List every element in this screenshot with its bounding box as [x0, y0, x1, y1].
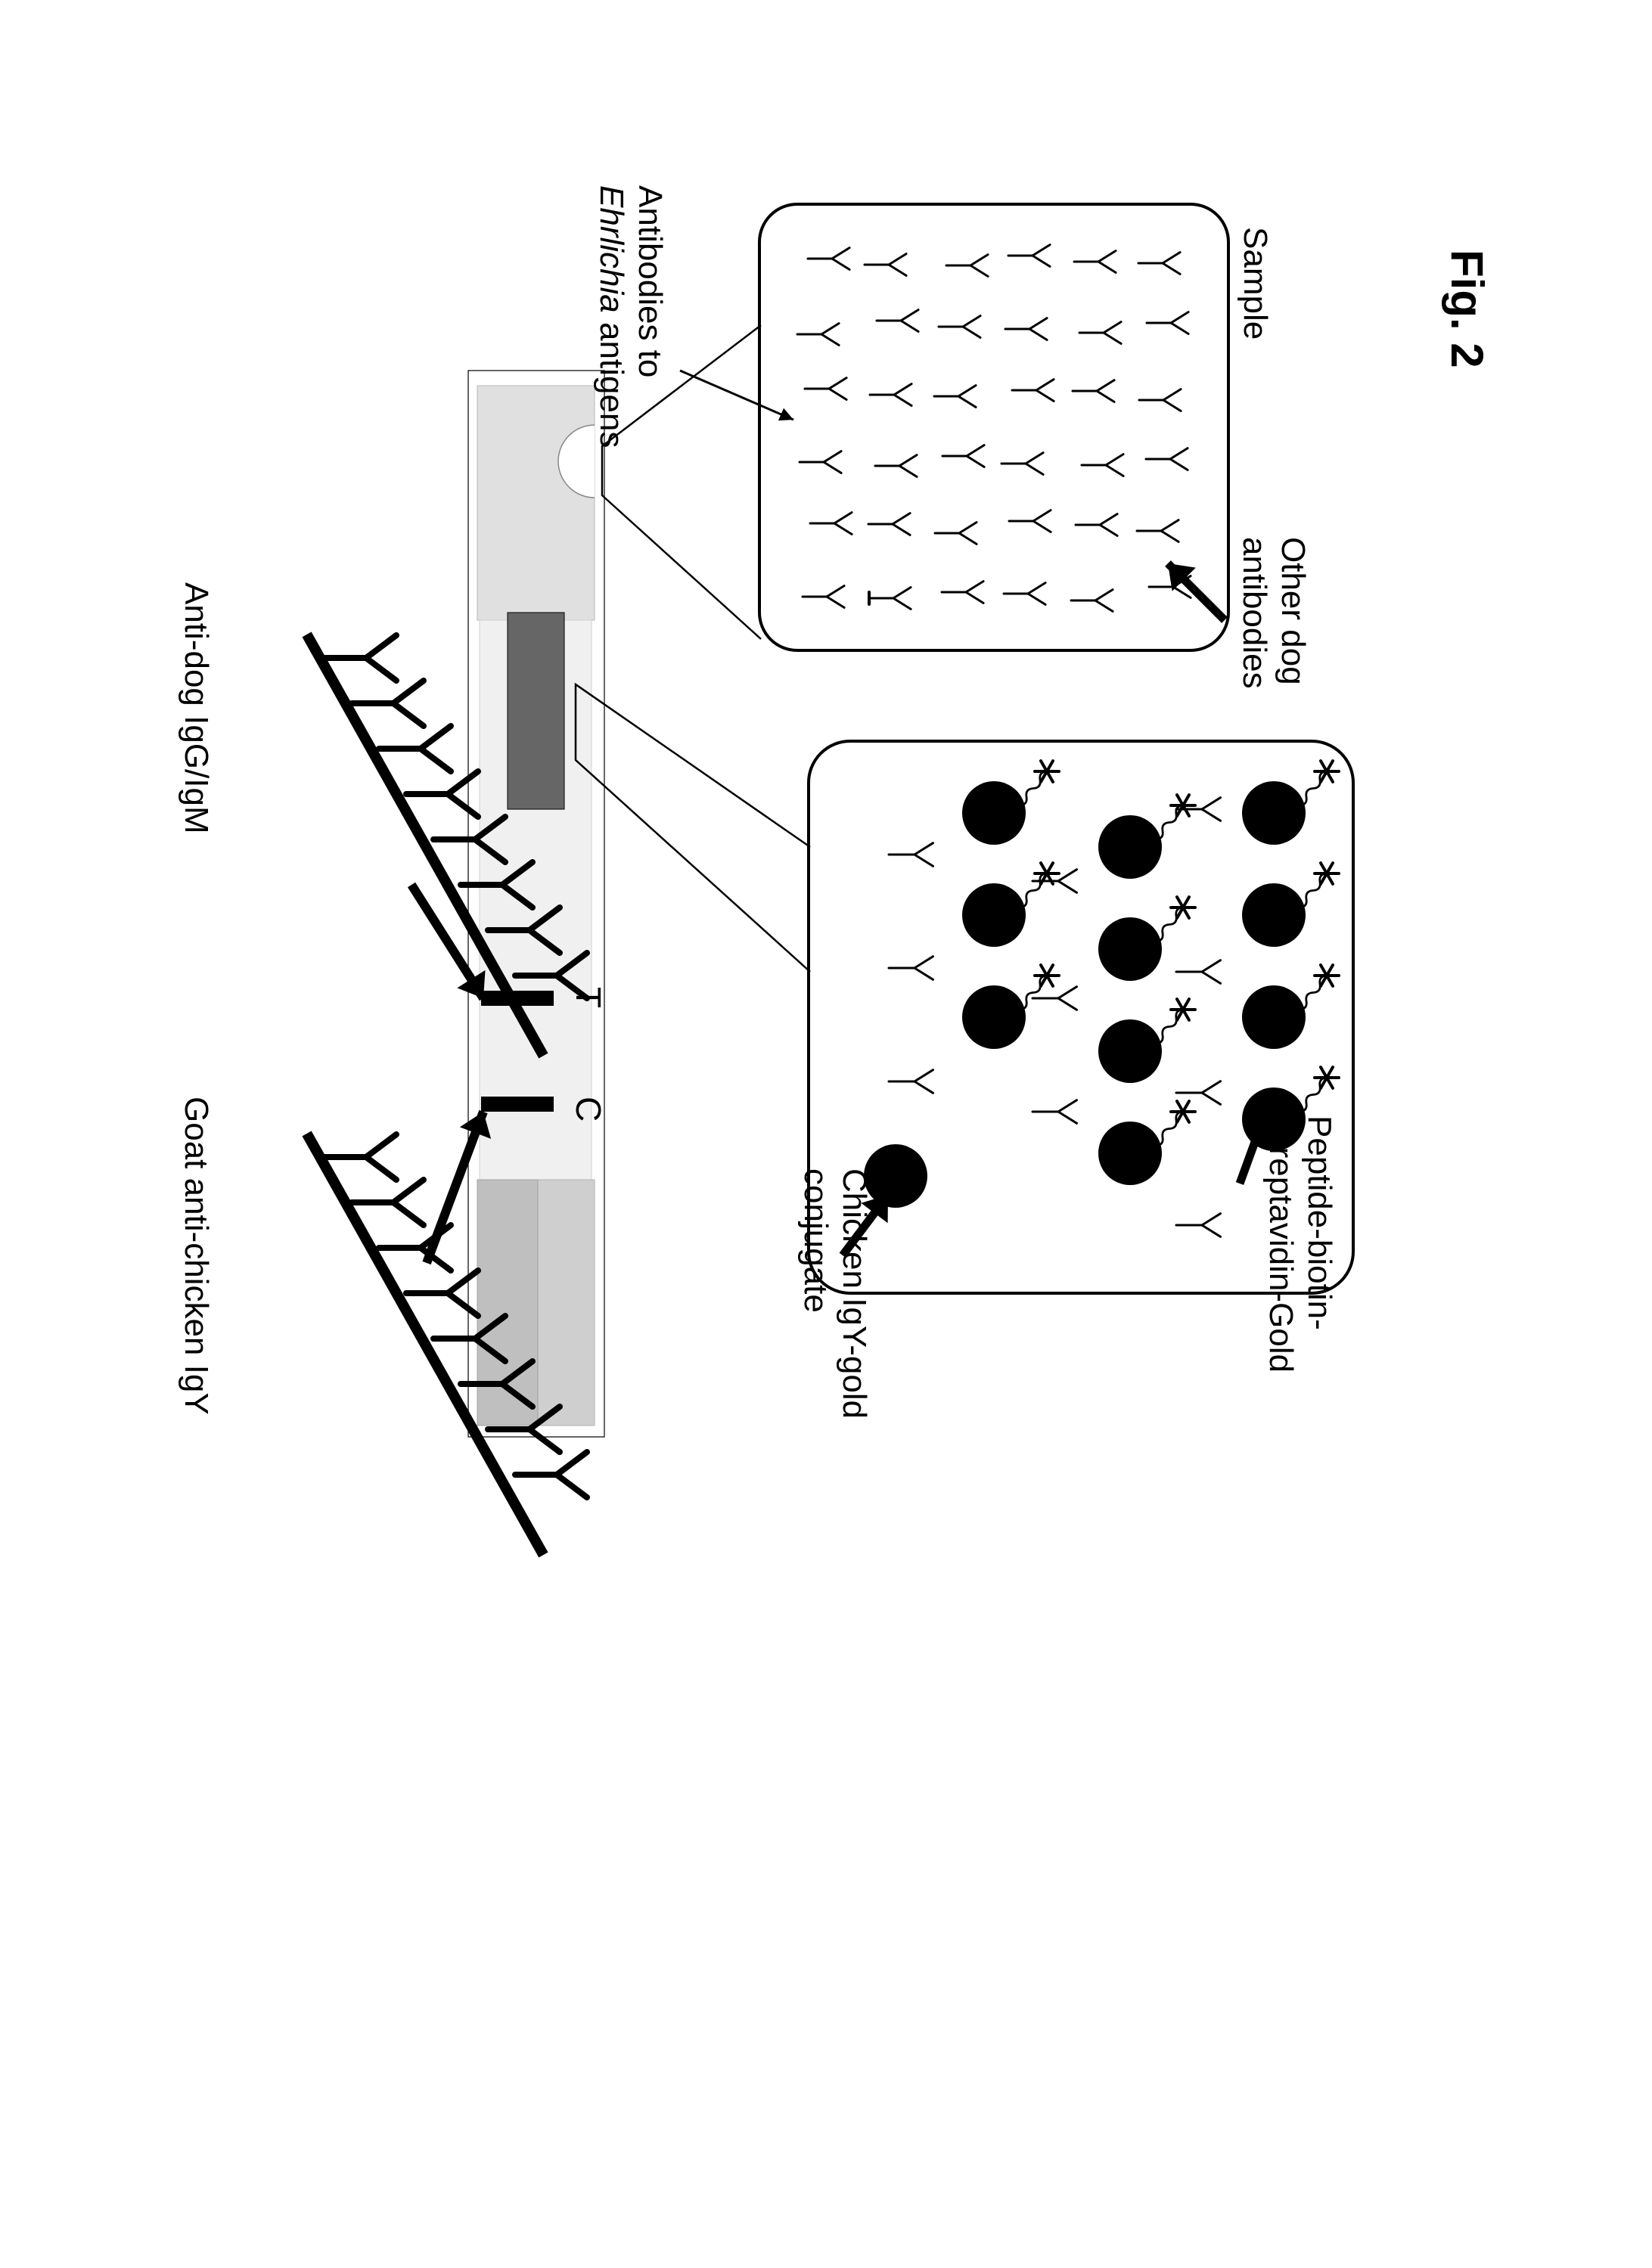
label-antibodies-ehrlichia: Antibodies to Ehrlichia antigens: [592, 185, 669, 448]
label-peptide-l1: Peptide-biotin-: [1301, 1115, 1338, 1330]
label-other-antibodies: Other dog antibodies: [1235, 537, 1312, 689]
label-anti-dog: Anti-dog IgG/IgM: [176, 582, 215, 834]
label-ehrlichia-l2a: Ehrlichia: [593, 185, 630, 313]
label-t: T: [568, 987, 608, 1008]
label-ehrlichia-l1: Antibodies to: [632, 185, 669, 377]
diagram-svg: [0, 0, 1652, 2268]
label-c: C: [568, 1097, 608, 1122]
label-peptide-l2: Streptavidin-Gold: [1262, 1115, 1300, 1373]
label-chicken-l2: conjugate: [797, 1168, 834, 1313]
label-sample: Sample: [1235, 227, 1274, 340]
label-chicken-l1: Chicken IgY-gold: [836, 1168, 873, 1419]
label-chicken-igy: Chicken IgY-gold conjugate: [796, 1168, 873, 1419]
label-peptide-biotin: Peptide-biotin- Streptavidin-Gold: [1262, 1115, 1338, 1373]
label-ehrlichia-l2b: antigens: [593, 313, 630, 448]
label-goat-anti-chicken: Goat anti-chicken IgY: [176, 1097, 215, 1415]
label-other-antibodies-l2: antibodies: [1236, 537, 1273, 689]
label-other-antibodies-l1: Other dog: [1275, 537, 1312, 685]
